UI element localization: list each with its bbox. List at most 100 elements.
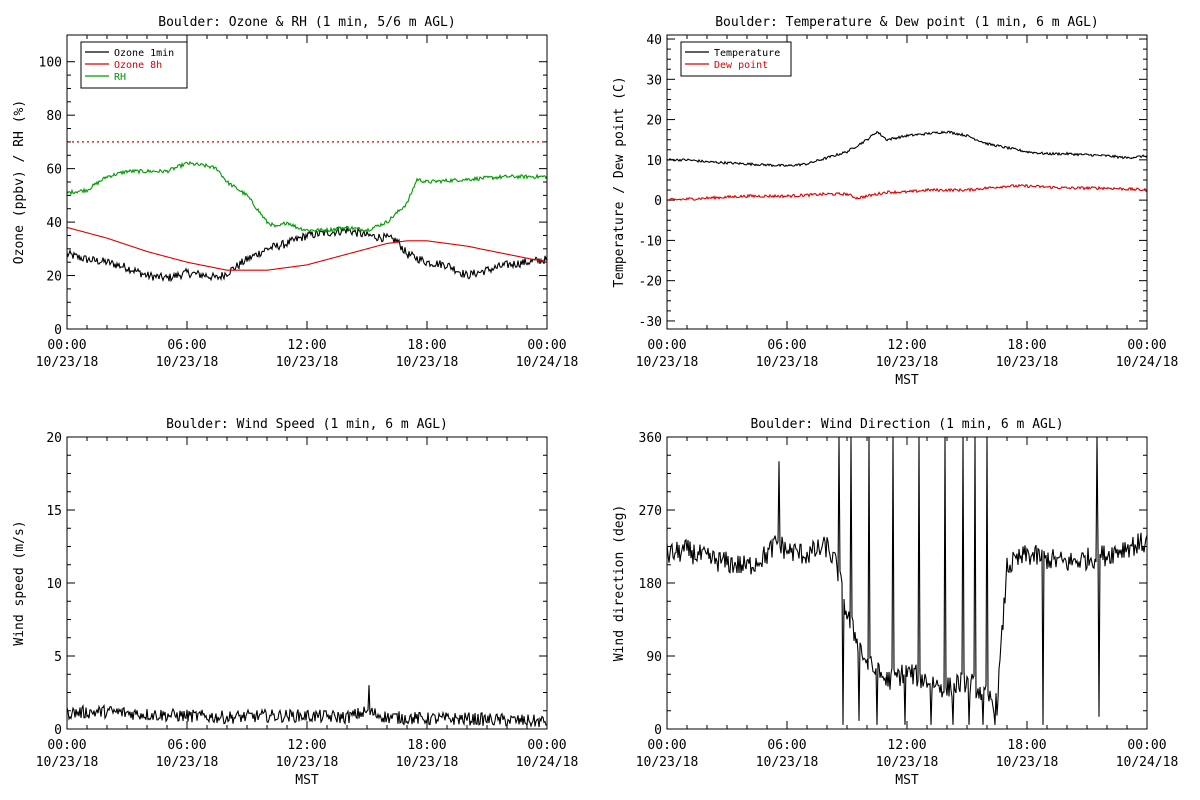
x-tick-time-label: 18:00 (407, 338, 446, 353)
x-tick-time-label: 00:00 (47, 738, 86, 753)
y-axis-label: Wind direction (deg) (612, 505, 627, 662)
y-tick-label: 360 (639, 431, 662, 446)
y-tick-label: 0 (654, 723, 662, 738)
plot-area (67, 160, 547, 283)
x-axis-label: MST (295, 773, 319, 788)
y-tick-label: 90 (646, 650, 662, 665)
x-tick-time-label: 00:00 (1127, 338, 1166, 353)
x-tick-date-label: 10/23/18 (36, 755, 99, 770)
wind-speed-panel: Boulder: Wind Speed (1 min, 6 m AGL) Wind… (12, 417, 578, 788)
x-tick-time-label: 18:00 (1007, 338, 1046, 353)
x-axis-label: MST (895, 773, 919, 788)
wind-speed-series-line (67, 685, 547, 728)
legend-entry-label: Dew point (714, 60, 768, 71)
x-tick-time-label: 06:00 (167, 338, 206, 353)
temperature-series-line (667, 130, 1147, 168)
y-tick-label: 30 (646, 73, 662, 88)
y-tick-label: 0 (54, 723, 62, 738)
legend-entry-label: Ozone 1min (114, 48, 174, 59)
y-tick-label: -30 (639, 315, 662, 330)
y-tick-label: 180 (639, 577, 662, 592)
x-tick-date-label: 10/23/18 (396, 355, 459, 370)
x-tick-date-label: 10/23/18 (276, 755, 339, 770)
chart-title: Boulder: Temperature & Dew point (1 min,… (715, 15, 1099, 30)
temperature-dewpoint-panel: Boulder: Temperature & Dew point (1 min,… (612, 15, 1178, 388)
x-tick-date-label: 10/24/18 (516, 755, 579, 770)
x-tick-time-label: 06:00 (167, 738, 206, 753)
y-axis-label: Ozone (ppbv) / RH (%) (12, 100, 27, 264)
y-tick-label: 5 (54, 650, 62, 665)
ozone-rh-panel: Boulder: Ozone & RH (1 min, 5/6 m AGL) Oz… (12, 15, 578, 370)
x-tick-date-label: 10/23/18 (756, 355, 819, 370)
wind-direction-panel: Boulder: Wind Direction (1 min, 6 m AGL)… (612, 417, 1178, 788)
legend-entry-label: Temperature (714, 48, 780, 59)
x-axis-label: MST (895, 373, 919, 388)
x-tick-date-label: 10/23/18 (396, 755, 459, 770)
legend-box (680, 41, 792, 77)
x-tick-date-label: 10/23/18 (276, 355, 339, 370)
x-tick-date-label: 10/23/18 (876, 755, 939, 770)
y-tick-label: -10 (639, 234, 662, 249)
ozone-1min-series-line (67, 225, 547, 283)
rh-series-line (67, 160, 547, 234)
x-tick-time-label: 00:00 (527, 738, 566, 753)
x-tick-date-label: 10/23/18 (876, 355, 939, 370)
x-tick-date-label: 10/23/18 (996, 755, 1059, 770)
y-tick-label: 20 (46, 270, 62, 285)
y-tick-label: 60 (46, 163, 62, 178)
x-tick-time-label: 06:00 (767, 338, 806, 353)
y-tick-label: 100 (39, 56, 62, 71)
axes-frame (66, 34, 548, 330)
axes-frame (666, 436, 1148, 730)
x-tick-time-label: 12:00 (287, 738, 326, 753)
chart-title: Boulder: Ozone & RH (1 min, 5/6 m AGL) (158, 15, 455, 30)
y-axis-label: Temperature / Dew point (C) (612, 76, 627, 287)
legend-box (80, 41, 188, 89)
legend-entry-label: RH (114, 72, 126, 83)
x-tick-time-label: 00:00 (1127, 738, 1166, 753)
x-tick-time-label: 06:00 (767, 738, 806, 753)
y-tick-label: 10 (646, 154, 662, 169)
x-tick-date-label: 10/23/18 (756, 755, 819, 770)
ozone-8h-series-line (67, 226, 547, 271)
y-tick-label: 270 (639, 504, 662, 519)
x-tick-time-label: 12:00 (887, 338, 926, 353)
y-tick-label: 15 (46, 504, 62, 519)
x-tick-time-label: 12:00 (287, 338, 326, 353)
y-tick-label: 40 (646, 33, 662, 48)
axes-frame (66, 436, 548, 730)
x-tick-date-label: 10/23/18 (156, 355, 219, 370)
x-tick-time-label: 00:00 (647, 738, 686, 753)
x-tick-date-label: 10/23/18 (996, 355, 1059, 370)
chart-title: Boulder: Wind Speed (1 min, 6 m AGL) (166, 417, 448, 432)
x-tick-time-label: 18:00 (1007, 738, 1046, 753)
dew-point-series-line (667, 183, 1147, 202)
y-tick-label: 40 (46, 216, 62, 231)
x-tick-date-label: 10/24/18 (516, 355, 579, 370)
y-tick-label: 20 (646, 114, 662, 129)
y-tick-label: -20 (639, 275, 662, 290)
plot-area (667, 437, 1147, 725)
y-tick-label: 0 (54, 323, 62, 338)
y-tick-label: 0 (654, 194, 662, 209)
x-tick-date-label: 10/23/18 (36, 355, 99, 370)
wind-dir-series-line (667, 437, 1147, 725)
chart-title: Boulder: Wind Direction (1 min, 6 m AGL) (750, 417, 1063, 432)
x-tick-time-label: 12:00 (887, 738, 926, 753)
plot-area (667, 130, 1147, 202)
x-tick-time-label: 00:00 (647, 338, 686, 353)
x-tick-date-label: 10/23/18 (636, 755, 699, 770)
x-tick-date-label: 10/23/18 (156, 755, 219, 770)
axes-frame (666, 34, 1148, 330)
legend-entry-label: Ozone 8h (114, 60, 162, 71)
y-tick-label: 80 (46, 109, 62, 124)
x-tick-time-label: 18:00 (407, 738, 446, 753)
y-tick-label: 20 (46, 431, 62, 446)
x-tick-date-label: 10/24/18 (1116, 355, 1179, 370)
plot-area (67, 685, 547, 728)
y-tick-label: 10 (46, 577, 62, 592)
x-tick-time-label: 00:00 (527, 338, 566, 353)
